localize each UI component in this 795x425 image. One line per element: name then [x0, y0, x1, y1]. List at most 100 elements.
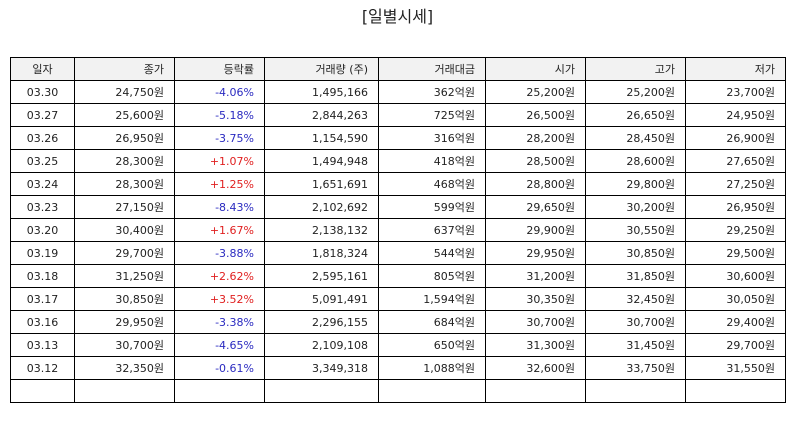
cell-change: -3.75% [174, 126, 265, 150]
cell-low: 31,550원 [685, 356, 786, 380]
cell-open: 28,800원 [485, 172, 586, 196]
cell-high: 31,850원 [585, 264, 686, 288]
cell-open: 31,200원 [485, 264, 586, 288]
cell-amount: 544억원 [378, 241, 486, 265]
cell-close [74, 379, 175, 403]
column-header-low: 저가 [685, 57, 786, 81]
cell-amount: 1,594억원 [378, 287, 486, 311]
page-title: [일별시세] [361, 7, 434, 26]
cell-change: -3.88% [174, 241, 265, 265]
cell-low: 29,500원 [685, 241, 786, 265]
cell-close: 30,400원 [74, 218, 175, 242]
cell-change: +1.67% [174, 218, 265, 242]
cell-amount: 316억원 [378, 126, 486, 150]
cell-amount: 725억원 [378, 103, 486, 127]
cell-change: -4.65% [174, 333, 265, 357]
cell-date: 03.16 [10, 310, 75, 334]
cell-change: +1.07% [174, 149, 265, 173]
daily-price-table: 일자 종가 등락률 거래량 (주) 거래대금 시가 고가 저가 03.30 24,… [10, 57, 786, 403]
table-row: 03.30 24,750원 -4.06% 1,495,166 362억원 25,200원 2… [10, 80, 786, 104]
cell-volume: 2,844,263 [264, 103, 379, 127]
table-row: 03.17 30,850원 +3.52% 5,091,491 1,594억원 30,350… [10, 287, 786, 311]
cell-open: 29,650원 [485, 195, 586, 219]
cell-amount [378, 379, 486, 403]
cell-volume: 1,818,324 [264, 241, 379, 265]
cell-volume: 2,595,161 [264, 264, 379, 288]
column-header-high: 고가 [585, 57, 686, 81]
table-row: 03.19 29,700원 -3.88% 1,818,324 544억원 29,950원 3… [10, 241, 786, 265]
column-header-close: 종가 [74, 57, 175, 81]
table-row: 03.13 30,700원 -4.65% 2,109,108 650억원 31,300원 3… [10, 333, 786, 357]
cell-amount: 468억원 [378, 172, 486, 196]
cell-high: 30,850원 [585, 241, 686, 265]
cell-volume: 1,154,590 [264, 126, 379, 150]
cell-high: 29,800원 [585, 172, 686, 196]
cell-close: 31,250원 [74, 264, 175, 288]
cell-high: 28,450원 [585, 126, 686, 150]
cell-amount: 599억원 [378, 195, 486, 219]
cell-low: 23,700원 [685, 80, 786, 104]
cell-close: 24,750원 [74, 80, 175, 104]
cell-date: 03.23 [10, 195, 75, 219]
cell-volume: 2,102,692 [264, 195, 379, 219]
column-header-change: 등락률 [174, 57, 265, 81]
cell-amount: 362억원 [378, 80, 486, 104]
cell-low: 30,600원 [685, 264, 786, 288]
cell-open: 28,500원 [485, 149, 586, 173]
cell-change: -8.43% [174, 195, 265, 219]
cell-volume: 5,091,491 [264, 287, 379, 311]
cell-open: 30,350원 [485, 287, 586, 311]
cell-amount: 637억원 [378, 218, 486, 242]
cell-low: 27,250원 [685, 172, 786, 196]
cell-change: -0.61% [174, 356, 265, 380]
cell-open: 31,300원 [485, 333, 586, 357]
column-header-date: 일자 [10, 57, 75, 81]
cell-low: 29,400원 [685, 310, 786, 334]
cell-volume: 2,296,155 [264, 310, 379, 334]
cell-close: 28,300원 [74, 172, 175, 196]
table-row: 03.26 26,950원 -3.75% 1,154,590 316억원 28,200원 2… [10, 126, 786, 150]
table-row: 03.20 30,400원 +1.67% 2,138,132 637억원 29,900원 3… [10, 218, 786, 242]
cell-close: 30,850원 [74, 287, 175, 311]
cell-change: -4.06% [174, 80, 265, 104]
cell-high: 30,700원 [585, 310, 686, 334]
cell-volume: 3,349,318 [264, 356, 379, 380]
cell-high: 33,750원 [585, 356, 686, 380]
column-header-volume: 거래량 (주) [264, 57, 379, 81]
cell-high: 30,200원 [585, 195, 686, 219]
cell-close: 29,700원 [74, 241, 175, 265]
cell-volume: 1,494,948 [264, 149, 379, 173]
cell-low: 29,700원 [685, 333, 786, 357]
cell-open: 29,950원 [485, 241, 586, 265]
cell-date: 03.13 [10, 333, 75, 357]
cell-high: 30,550원 [585, 218, 686, 242]
cell-volume: 1,651,691 [264, 172, 379, 196]
cell-amount: 650억원 [378, 333, 486, 357]
cell-change: -5.18% [174, 103, 265, 127]
table-row: 03.24 28,300원 +1.25% 1,651,691 468억원 28,800원 2… [10, 172, 786, 196]
cell-close: 29,950원 [74, 310, 175, 334]
table-row: 03.23 27,150원 -8.43% 2,102,692 599억원 29,650원 3… [10, 195, 786, 219]
table-row: 03.16 29,950원 -3.38% 2,296,155 684억원 30,700원 3… [10, 310, 786, 334]
cell-date: 03.26 [10, 126, 75, 150]
column-header-amount: 거래대금 [378, 57, 486, 81]
cell-high: 28,600원 [585, 149, 686, 173]
cell-change: +1.25% [174, 172, 265, 196]
cell-date: 03.19 [10, 241, 75, 265]
cell-amount: 418억원 [378, 149, 486, 173]
cell-open: 26,500원 [485, 103, 586, 127]
cell-date: 03.17 [10, 287, 75, 311]
cell-high: 32,450원 [585, 287, 686, 311]
cell-date: 03.12 [10, 356, 75, 380]
cell-date [10, 379, 75, 403]
cell-date: 03.27 [10, 103, 75, 127]
table-row: 03.12 32,350원 -0.61% 3,349,318 1,088억원 32,600… [10, 356, 786, 380]
table-body: 03.30 24,750원 -4.06% 1,495,166 362억원 25,200원 2… [10, 80, 786, 403]
cell-volume: 2,109,108 [264, 333, 379, 357]
cell-close: 27,150원 [74, 195, 175, 219]
cell-low: 29,250원 [685, 218, 786, 242]
cell-close: 30,700원 [74, 333, 175, 357]
cell-low: 24,950원 [685, 103, 786, 127]
cell-date: 03.30 [10, 80, 75, 104]
cell-volume: 1,495,166 [264, 80, 379, 104]
